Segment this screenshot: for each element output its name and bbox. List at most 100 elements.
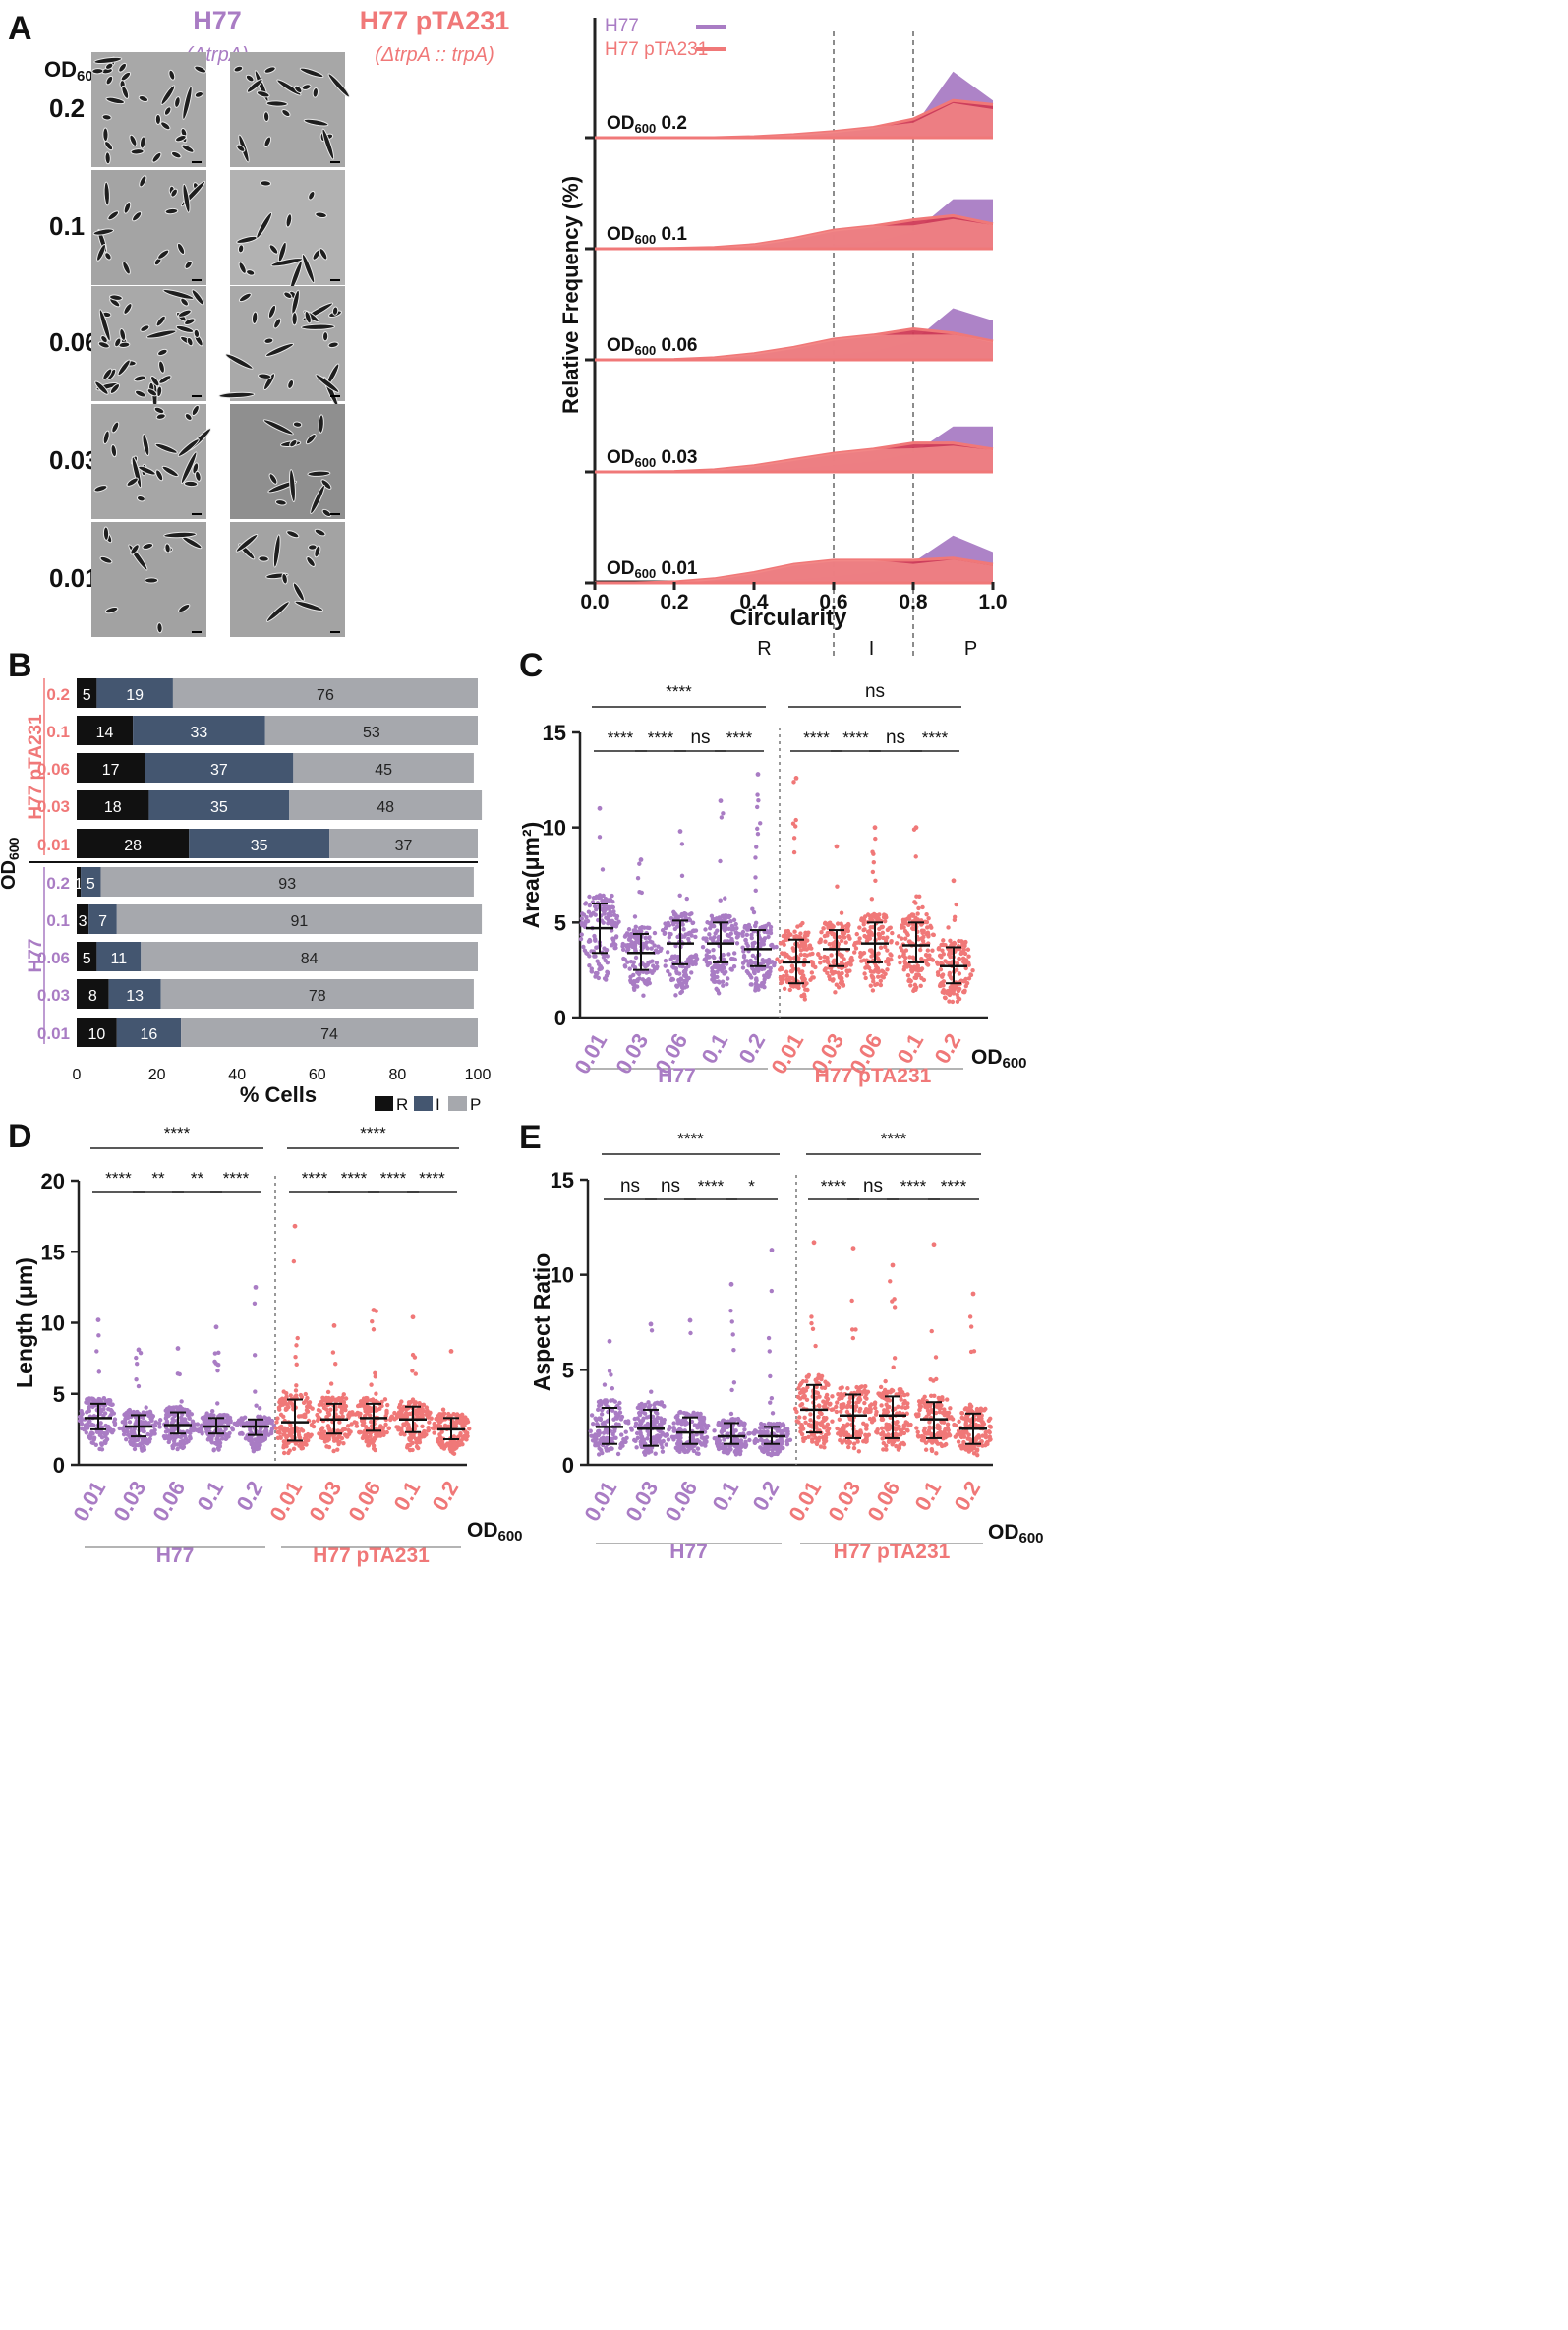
data-point: [853, 1432, 859, 1437]
data-point: [103, 1440, 108, 1445]
data-point: [733, 930, 739, 935]
bars-xtick-1: 20: [148, 1067, 166, 1083]
data-point: [912, 975, 917, 980]
data-point: [216, 1350, 221, 1356]
data-point: [840, 1406, 844, 1411]
stack-bar-h77-pta231-0_01: 28 35 370.01: [37, 829, 478, 858]
cell: [267, 304, 277, 319]
data-point: [188, 1436, 193, 1441]
scatter-group-4: 0.2: [231, 1284, 277, 1515]
data-point: [610, 1386, 615, 1391]
data-point: [676, 1418, 682, 1424]
data-point: [598, 1417, 604, 1423]
segment-label-P: 53: [363, 725, 380, 741]
data-point: [888, 925, 893, 930]
data-point: [599, 1447, 604, 1453]
data-point: [293, 1388, 299, 1393]
cell: [315, 374, 340, 393]
data-point: [753, 981, 759, 986]
data-point: [720, 962, 726, 968]
data-point: [839, 910, 844, 915]
data-point: [791, 966, 796, 972]
data-point: [945, 991, 950, 996]
data-point: [758, 821, 763, 826]
data-point: [247, 1421, 252, 1426]
data-point: [745, 927, 750, 932]
data-point: [875, 1430, 880, 1435]
data-point: [311, 1424, 317, 1429]
data-point: [731, 951, 737, 956]
data-point: [772, 962, 777, 968]
data-point: [187, 1416, 192, 1421]
segment-label-I: 11: [111, 951, 128, 967]
data-point: [768, 965, 773, 971]
data-point: [109, 1402, 114, 1408]
row-label-0_1: 0.1: [49, 211, 85, 241]
data-point: [586, 909, 592, 914]
cell: [126, 477, 139, 487]
cell: [139, 136, 146, 149]
cell: [327, 73, 350, 98]
data-point: [609, 1446, 613, 1451]
comparison-label: ns: [690, 728, 710, 748]
zone-label-P: P: [964, 638, 977, 660]
data-point: [211, 1448, 216, 1453]
data-point: [803, 1420, 808, 1426]
data-point: [952, 984, 958, 990]
data-point: [808, 1418, 813, 1423]
data-point: [438, 1412, 443, 1417]
data-point: [420, 1424, 425, 1429]
segment-label-I: 35: [210, 799, 228, 816]
cell: [168, 69, 176, 81]
cell: [302, 253, 316, 284]
data-point: [689, 933, 694, 938]
data-point: [427, 1420, 432, 1425]
cell: [304, 311, 312, 324]
data-point: [650, 940, 655, 945]
data-point: [861, 927, 866, 933]
data-point: [426, 1427, 431, 1432]
data-point: [666, 1437, 671, 1442]
data-point: [331, 1435, 336, 1440]
data-point: [215, 1401, 220, 1406]
cell: [170, 188, 178, 198]
cell: [130, 544, 140, 555]
segment-label-I: 19: [126, 687, 144, 704]
data-point: [637, 1422, 643, 1427]
data-point: [779, 975, 784, 980]
stack-bar-h77-pta231-0_2: 5 19 760.2: [46, 678, 479, 708]
data-point: [730, 1332, 735, 1337]
max-point: [793, 776, 799, 781]
cell: [161, 465, 179, 478]
data-point: [883, 1378, 888, 1384]
data-point: [837, 1417, 842, 1422]
data-point: [881, 935, 886, 941]
segment-label-P: 74: [320, 1026, 338, 1043]
data-point: [905, 972, 911, 978]
comparison-label: ns: [661, 1176, 680, 1196]
max-point: [448, 1349, 454, 1354]
data-point: [643, 1402, 648, 1408]
data-point: [852, 942, 857, 948]
cell: [233, 65, 244, 73]
data-point: [630, 981, 636, 987]
scatter-group-2: 0.06: [650, 829, 700, 1078]
stack-bar-h77-0_03: 8 13 780.03: [37, 979, 474, 1009]
data-point: [124, 1437, 129, 1442]
data-point: [870, 869, 876, 875]
data-point: [358, 1403, 363, 1409]
data-point: [924, 931, 929, 937]
data-point: [862, 971, 867, 976]
data-point: [613, 1435, 618, 1440]
scatter-group-1: 0.03: [610, 857, 663, 1078]
data-point: [726, 914, 731, 920]
data-point: [79, 1418, 84, 1423]
data-point: [960, 956, 966, 961]
cell: [301, 84, 312, 90]
data-point: [878, 1384, 884, 1390]
data-point: [822, 921, 828, 926]
data-point: [769, 1395, 775, 1401]
data-point: [898, 1427, 903, 1432]
data-point: [688, 1330, 693, 1336]
legend-text-P: P: [470, 1095, 481, 1114]
